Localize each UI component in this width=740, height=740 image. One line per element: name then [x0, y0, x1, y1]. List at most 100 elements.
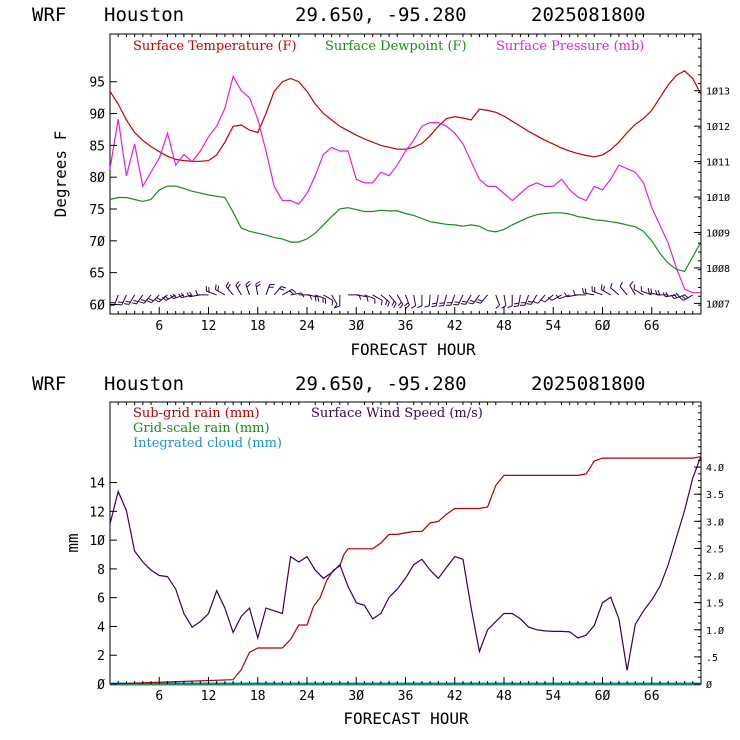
- wind-barb: [380, 294, 390, 307]
- wind-barb: [679, 294, 694, 301]
- y-tick-label: Ø: [97, 678, 105, 693]
- wind-barb: [245, 280, 251, 296]
- wind-barb: [495, 294, 501, 309]
- x-tick-label: 3Ø: [348, 319, 364, 334]
- y-tick-label: 65: [89, 267, 105, 282]
- top-plot-area: [109, 70, 702, 309]
- y-tick-label: 14: [89, 477, 105, 492]
- y-tick-label: 4: [97, 620, 105, 635]
- top-x-axis: 6 12 18 24 3Ø 36 42 48 54 6Ø 66: [117, 34, 694, 334]
- y2-tick-label: 1Ø13: [706, 86, 730, 98]
- y-tick-label: 1Ø: [89, 534, 105, 549]
- wind-barb: [306, 294, 320, 302]
- bottom-x-axis: 6 12 18 24 3Ø 36 42 48 54 6Ø 66: [117, 402, 694, 704]
- bottom-y-axis: Ø 2 4 6 8 1Ø 12 14: [89, 477, 117, 693]
- x-tick-label: 54: [545, 689, 561, 704]
- y2-tick-label: 1ØØ9: [706, 227, 730, 239]
- x-tick-label: 48: [496, 319, 512, 334]
- x-tick-label: 24: [299, 689, 315, 704]
- top-y-axis-label: Degrees F: [51, 131, 70, 218]
- y2-tick-label: 1Ø11: [706, 157, 730, 169]
- x-tick-label: 6Ø: [595, 319, 611, 334]
- wind-barb: [468, 294, 480, 305]
- bottom-y2-axis: Ø .5 1.Ø 1.5 2.Ø 2.5 3.Ø 3.5 4.Ø: [694, 405, 724, 691]
- x-tick-label: 18: [250, 689, 266, 704]
- wind-barb: [501, 294, 507, 309]
- x-tick-label: 6: [155, 689, 163, 704]
- wind-barb: [640, 286, 652, 296]
- top-header-location: Houston: [104, 4, 184, 26]
- x-tick-label: 42: [447, 689, 463, 704]
- y-tick-label: 6Ø: [89, 298, 105, 313]
- wind-barb: [654, 290, 669, 296]
- wind-barb: [214, 284, 226, 296]
- y2-tick-label: 1.Ø: [706, 625, 724, 637]
- wind-barb: [404, 294, 410, 309]
- bottom-panel: WRF Houston 29.650, -95.280 2025081800 6…: [32, 373, 724, 728]
- y2-tick-label: 3.Ø: [706, 516, 724, 528]
- y-tick-label: 12: [89, 505, 105, 520]
- bottom-y-axis-label: mm: [63, 533, 82, 552]
- wind-barb: [109, 294, 119, 306]
- wind-barb: [619, 281, 628, 296]
- wind-barb: [178, 292, 193, 299]
- y2-tick-label: .5: [706, 653, 718, 664]
- bottom-x-axis-label: FORECAST HOUR: [343, 709, 469, 728]
- wind-barb: [139, 294, 152, 304]
- top-plot-frame: [109, 33, 702, 315]
- series-line-surface-pressure: [109, 74, 701, 294]
- x-tick-label: 66: [644, 319, 660, 334]
- x-tick-label: 66: [644, 689, 660, 704]
- bottom-header-location: Houston: [104, 373, 184, 395]
- y-tick-label: 9Ø: [89, 108, 105, 123]
- y2-tick-label: 1.5: [706, 599, 724, 610]
- series-line-surface-dewpoint: [109, 185, 702, 273]
- y2-tick-label: Ø: [706, 679, 712, 691]
- wind-barb: [255, 281, 261, 295]
- wind-barb: [533, 294, 546, 304]
- y2-tick-label: 4.Ø: [706, 462, 724, 474]
- wind-barb: [205, 286, 217, 296]
- wind-barb: [547, 294, 562, 301]
- x-tick-label: 12: [201, 689, 217, 704]
- bottom-header-coords: 29.650, -95.280: [295, 373, 467, 395]
- bottom-header-run: 2025081800: [531, 373, 645, 395]
- x-tick-label: 6Ø: [595, 689, 611, 704]
- x-tick-label: 24: [299, 319, 315, 334]
- y-tick-label: 2: [97, 649, 105, 664]
- series-line-surface-temperature: [109, 70, 702, 162]
- x-tick-label: 6: [155, 319, 163, 334]
- legend-surface-dewpoint: Surface Dewpoint (F): [325, 39, 467, 54]
- y2-tick-label: 2.5: [706, 544, 724, 555]
- wind-barb: [445, 294, 456, 306]
- top-y-axis: 6Ø 65 7Ø 75 8Ø 85 9Ø 95: [89, 76, 117, 313]
- y-tick-label: 8: [97, 563, 105, 578]
- wind-barb: [591, 286, 603, 296]
- wind-barb: [572, 290, 587, 296]
- legend-surface-temperature: Surface Temperature (F): [133, 39, 297, 54]
- top-header-coords: 29.650, -95.280: [295, 4, 467, 26]
- top-panel: WRF Houston 29.650, -95.280 2025081800 6…: [32, 4, 730, 359]
- wind-barb: [372, 294, 383, 306]
- y-tick-label: 95: [89, 76, 105, 91]
- x-tick-label: 36: [398, 689, 414, 704]
- y2-tick-label: 3.5: [706, 490, 724, 501]
- wind-barb: [610, 282, 620, 296]
- wind-barbs: [109, 280, 694, 309]
- wind-barb: [131, 294, 144, 305]
- wind-barb: [235, 281, 242, 296]
- wind-barb: [265, 284, 275, 296]
- y2-tick-label: 1Ø12: [706, 121, 730, 133]
- wind-barb: [124, 294, 136, 305]
- wind-barb: [388, 294, 397, 308]
- x-tick-label: 12: [201, 319, 217, 334]
- series-line-sub-grid-rain: [109, 456, 702, 685]
- wind-barb: [600, 284, 611, 296]
- wind-barb: [475, 294, 488, 304]
- wind-barb: [460, 294, 472, 305]
- top-header-model: WRF: [32, 4, 66, 26]
- y-tick-label: 7Ø: [89, 235, 105, 250]
- wind-barb: [282, 288, 297, 296]
- wind-barb: [629, 281, 636, 296]
- wind-barb: [323, 294, 334, 306]
